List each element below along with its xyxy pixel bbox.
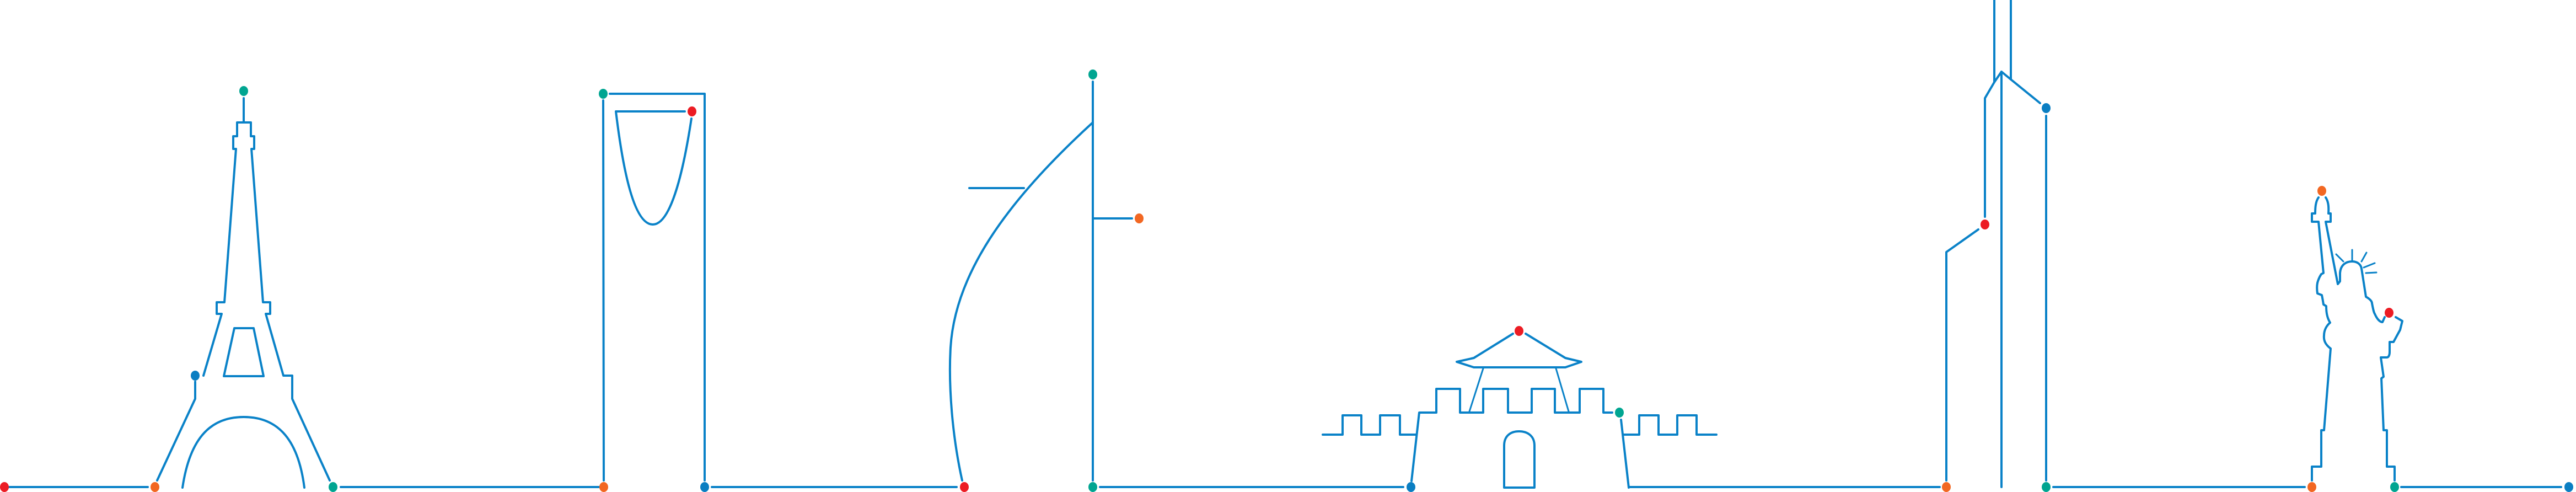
node-dot: [1615, 408, 1624, 418]
node-dot: [151, 482, 159, 492]
node-dot: [1407, 482, 1415, 492]
node-dot: [2385, 308, 2393, 318]
node-dot: [0, 482, 9, 492]
node-dot: [960, 482, 969, 492]
burj-al-arab-icon: [948, 81, 1133, 482]
node-dot: [2042, 103, 2051, 113]
node-dot: [191, 371, 200, 381]
statue-of-liberty-icon: [2311, 196, 2403, 482]
node-dot: [2564, 482, 2573, 492]
skyscraper-icon: [1945, 0, 2047, 488]
node-dot: [1088, 69, 1097, 79]
node-dot: [700, 482, 709, 492]
node-dot: [2317, 186, 2326, 196]
node-dot: [599, 89, 608, 99]
node-dot: [2307, 482, 2316, 492]
fortress-gate-icon: [1322, 333, 1718, 489]
accent-dots: [0, 69, 2573, 492]
node-dot: [239, 86, 248, 96]
eiffel-tower-icon: [156, 97, 331, 489]
node-dot: [1088, 482, 1097, 492]
node-dot: [2390, 482, 2399, 492]
node-dot: [329, 482, 337, 492]
node-dot: [1942, 482, 1951, 492]
kingdom-tower-icon: [602, 93, 706, 482]
node-dot: [599, 482, 608, 492]
node-dot: [2042, 482, 2051, 492]
node-dot: [688, 106, 696, 116]
node-dot: [1515, 326, 1523, 336]
node-dot: [1135, 213, 1144, 223]
node-dot: [1981, 220, 1989, 229]
